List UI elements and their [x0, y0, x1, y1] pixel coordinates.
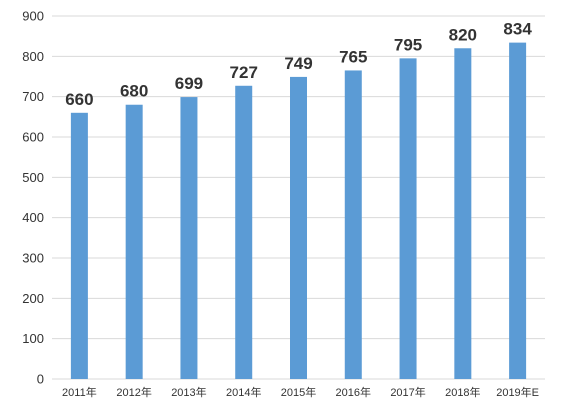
x-tick-label: 2012年 [116, 385, 151, 399]
y-tick-label: 100 [22, 331, 44, 346]
bar [70, 112, 88, 380]
y-tick-label: 200 [22, 291, 44, 306]
x-tick-label: 2016年 [336, 385, 371, 399]
bar [344, 70, 362, 379]
x-axis: 2011年 2012年 2013年 2014年 2015年 2016年 2017年 2018年… [62, 385, 539, 399]
data-labels: 660 680 699 727 749 765 795 820 834 [65, 20, 532, 109]
y-tick-label: 600 [22, 130, 44, 145]
y-tick-label: 300 [22, 251, 44, 266]
bar [235, 85, 253, 379]
x-tick-label: 2013年 [171, 385, 206, 399]
bar [509, 42, 527, 380]
bar [454, 48, 472, 380]
y-tick-label: 400 [22, 210, 44, 225]
y-tick-label: 500 [22, 170, 44, 185]
data-label: 834 [503, 20, 532, 39]
data-label: 660 [65, 90, 93, 109]
data-label: 749 [284, 54, 312, 73]
y-tick-label: 0 [37, 372, 44, 387]
y-tick-label: 800 [22, 49, 44, 64]
x-tick-label: 2019年E [496, 385, 539, 399]
data-label: 795 [394, 35, 422, 54]
x-tick-label: 2018年 [445, 385, 480, 399]
x-tick-label: 2014年 [226, 385, 261, 399]
bar [180, 97, 198, 379]
x-tick-label: 2015年 [281, 385, 316, 399]
y-tick-label: 700 [22, 89, 44, 104]
bar [290, 76, 307, 380]
y-axis: 0 100 200 300 400 500 600 700 800 900 [22, 9, 44, 387]
data-label: 727 [230, 63, 258, 82]
data-label: 680 [120, 82, 148, 101]
x-tick-label: 2011年 [62, 385, 97, 399]
data-label: 765 [339, 47, 367, 66]
bar [125, 104, 143, 379]
bar [399, 58, 417, 379]
bars [70, 42, 527, 380]
data-label: 820 [449, 25, 477, 44]
data-label: 699 [175, 74, 203, 93]
y-tick-label: 900 [22, 9, 44, 24]
x-tick-label: 2017年 [390, 385, 425, 399]
